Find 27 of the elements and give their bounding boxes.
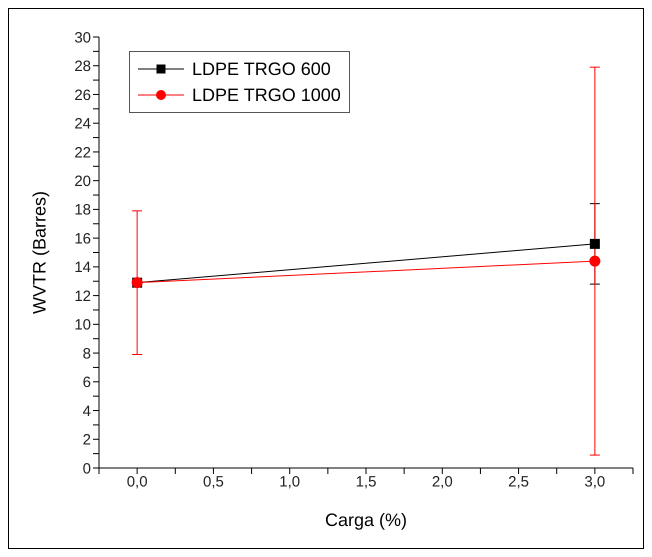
y-axis-title: WVTR (Barres)	[29, 191, 50, 314]
y-tick-label: 12	[74, 288, 91, 305]
y-tick-label: 6	[82, 374, 91, 392]
y-tick-label: 4	[82, 402, 91, 420]
y-tick-label: 8	[82, 345, 91, 362]
x-tick-label: 1,5	[356, 474, 376, 491]
y-tick-label: 30	[74, 29, 91, 46]
y-tick-label: 0	[82, 460, 91, 478]
legend-label: LDPE TRGO 1000	[192, 84, 341, 107]
x-tick-label: 0,0	[126, 474, 148, 491]
x-tick-label: 0,5	[203, 474, 224, 491]
y-tick-label: 22	[74, 144, 91, 162]
legend-label: LDPE TRGO 600	[192, 58, 331, 81]
y-tick-label: 28	[74, 58, 91, 76]
x-tick-label: 2,0	[432, 474, 453, 491]
x-tick-label: 1,0	[279, 474, 300, 491]
y-tick-label: 10	[74, 316, 91, 334]
y-tick-label: 16	[74, 230, 91, 248]
y-tick-label: 2	[82, 432, 91, 449]
x-axis-title: Carga (%)	[324, 510, 408, 530]
y-tick-label: 20	[74, 172, 91, 190]
y-tick-label: 14	[74, 259, 91, 276]
x-tick-label: 3,0	[584, 474, 606, 491]
y-tick-label: 18	[74, 202, 91, 219]
x-tick-label: 2,5	[508, 474, 529, 491]
y-tick-label: 24	[74, 116, 91, 133]
y-tick-label: 26	[74, 86, 91, 104]
